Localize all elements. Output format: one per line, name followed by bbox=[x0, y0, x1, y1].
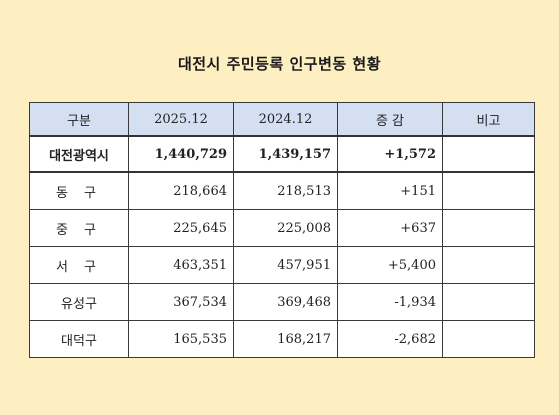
row-change: -2,682 bbox=[337, 320, 443, 358]
population-table: 구분 2025.12 2024.12 증 감 비고 대전광역시 1,440,72… bbox=[29, 102, 535, 358]
header-change: 증 감 bbox=[337, 102, 443, 137]
header-2025: 2025.12 bbox=[128, 102, 234, 137]
row-name: 대덕구 bbox=[29, 320, 129, 358]
header-note: 비고 bbox=[442, 102, 535, 137]
row-2025: 1,440,729 bbox=[128, 135, 234, 173]
row-2024: 369,468 bbox=[233, 283, 338, 321]
row-change: +637 bbox=[337, 209, 443, 247]
row-name: 동 구 bbox=[29, 171, 129, 210]
table-row-total: 대전광역시 1,440,729 1,439,157 +1,572 bbox=[29, 135, 535, 173]
row-name: 중 구 bbox=[29, 209, 129, 247]
row-2024: 457,951 bbox=[233, 246, 338, 284]
table-row: 동 구 218,664 218,513 +151 bbox=[29, 171, 535, 210]
row-note bbox=[442, 246, 535, 284]
row-2025: 463,351 bbox=[128, 246, 234, 284]
row-note bbox=[442, 283, 535, 321]
row-name: 유성구 bbox=[29, 283, 129, 321]
row-change: +5,400 bbox=[337, 246, 443, 284]
table-row: 유성구 367,534 369,468 -1,934 bbox=[29, 283, 535, 321]
row-2025: 218,664 bbox=[128, 171, 234, 210]
row-change: -1,934 bbox=[337, 283, 443, 321]
row-change: +1,572 bbox=[337, 135, 443, 173]
page-title: 대전시 주민등록 인구변동 현황 bbox=[177, 55, 382, 73]
row-note bbox=[442, 320, 535, 358]
row-name: 서 구 bbox=[29, 246, 129, 284]
row-name: 대전광역시 bbox=[29, 135, 129, 173]
row-note bbox=[442, 171, 535, 210]
row-2025: 225,645 bbox=[128, 209, 234, 247]
table-row: 서 구 463,351 457,951 +5,400 bbox=[29, 246, 535, 284]
table-header-row: 구분 2025.12 2024.12 증 감 비고 bbox=[29, 102, 535, 137]
row-note bbox=[442, 135, 535, 173]
header-category: 구분 bbox=[29, 102, 129, 137]
row-2024: 1,439,157 bbox=[233, 135, 338, 173]
row-change: +151 bbox=[337, 171, 443, 210]
row-2024: 218,513 bbox=[233, 171, 338, 210]
header-2024: 2024.12 bbox=[233, 102, 338, 137]
row-2025: 367,534 bbox=[128, 283, 234, 321]
table-row: 중 구 225,645 225,008 +637 bbox=[29, 209, 535, 247]
row-2024: 225,008 bbox=[233, 209, 338, 247]
row-2024: 168,217 bbox=[233, 320, 338, 358]
table-row: 대덕구 165,535 168,217 -2,682 bbox=[29, 320, 535, 358]
row-note bbox=[442, 209, 535, 247]
row-2025: 165,535 bbox=[128, 320, 234, 358]
